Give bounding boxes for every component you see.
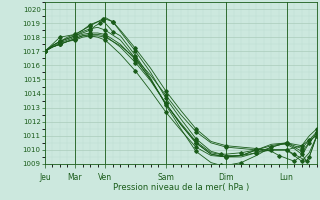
X-axis label: Pression niveau de la mer( hPa ): Pression niveau de la mer( hPa ) [113,183,249,192]
